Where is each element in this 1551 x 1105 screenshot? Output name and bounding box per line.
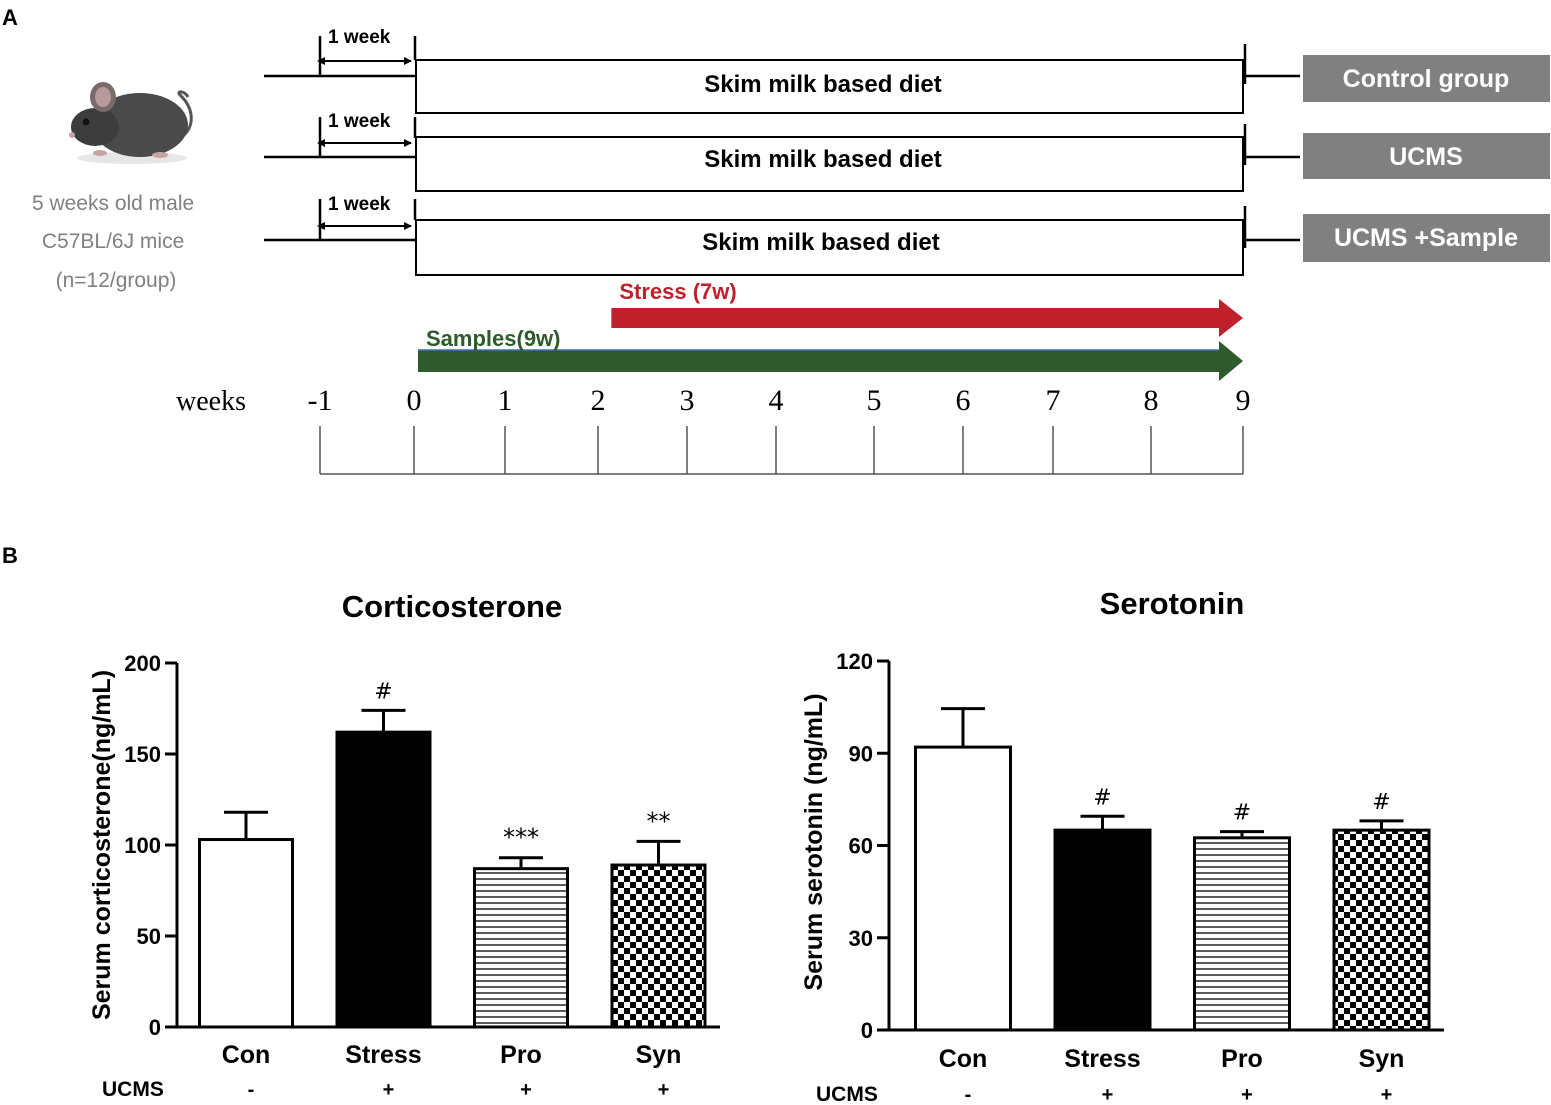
y-tick-label: 100: [124, 833, 161, 858]
ucms-indicator: +: [1241, 1084, 1253, 1105]
x-tick-label: Con: [939, 1045, 988, 1073]
y-tick-label: 30: [849, 926, 873, 951]
timeline-tick-label: 3: [680, 384, 695, 417]
timeline-tick-label: 4: [769, 384, 784, 417]
samples-arrow: Samples(9w): [418, 326, 1243, 381]
ucms-indicator: +: [1381, 1084, 1393, 1105]
samples-arrow-label: Samples(9w): [426, 326, 561, 351]
chart-title: Serotonin: [1100, 586, 1245, 621]
group-tag-label: UCMS +Sample: [1334, 224, 1518, 252]
x-tick-label: Syn: [1359, 1045, 1405, 1073]
significance-mark: **: [647, 807, 671, 835]
bar-stress: [335, 730, 432, 1029]
one-week-label: 1 week: [328, 27, 391, 48]
ucms-indicator: -: [965, 1084, 972, 1105]
group-tag-ucms: [1303, 133, 1550, 179]
group-tag-label: UCMS: [1389, 143, 1463, 171]
bar-syn: [610, 863, 707, 1029]
significance-mark: #: [1233, 801, 1251, 826]
ucms-indicator: +: [383, 1079, 395, 1101]
chart-corticosterone: Corticosterone Serum corticosterone(ng/m…: [88, 589, 720, 1101]
bar-syn: [1332, 828, 1431, 1032]
ucms-indicator: -: [248, 1079, 255, 1101]
ucms-row-label: UCMS: [816, 1083, 878, 1105]
mouse-caption: 5 weeks old male C57BL/6J mice (n=12/gro…: [32, 192, 200, 292]
ucms-row-label: UCMS: [102, 1078, 164, 1101]
diet-box: [415, 59, 1244, 114]
bar-con: [198, 838, 294, 1029]
panel-b-label: B: [2, 543, 18, 568]
panel-a-label: A: [2, 5, 18, 30]
ucms-indicator: +: [658, 1079, 670, 1101]
y-tick-label: 0: [861, 1018, 873, 1043]
x-tick-label: Con: [222, 1041, 271, 1069]
chart-serotonin: Serotonin Serum serotonin (ng/mL) 0 30 60 9…: [800, 586, 1444, 1105]
timeline-tick-label: 5: [867, 384, 882, 417]
y-tick-label: 60: [849, 834, 873, 859]
diet-label: Skim milk based diet: [704, 71, 941, 98]
x-tick-label: Pro: [1221, 1045, 1263, 1073]
x-tick-label: Pro: [500, 1041, 542, 1069]
one-week-label: 1 week: [328, 111, 391, 132]
group-row-ucms-sample: 1 week Skim milk based diet UCMS +Sample: [264, 194, 1550, 276]
stress-arrow: Stress (7w): [611, 279, 1243, 337]
timeline-tick-label: 6: [956, 384, 971, 417]
timeline-tick-label: 2: [591, 384, 606, 417]
one-week-label: 1 week: [328, 194, 391, 215]
x-tick-label: Syn: [636, 1041, 682, 1069]
bar-pro: [473, 867, 569, 1029]
y-tick-label: 200: [124, 651, 161, 676]
mouse-caption-line: 5 weeks old male: [32, 192, 194, 215]
y-tick-label: 90: [849, 741, 873, 766]
stress-arrow-label: Stress (7w): [619, 279, 736, 304]
diet-label: Skim milk based diet: [702, 229, 939, 256]
chart-title: Corticosterone: [342, 589, 562, 624]
timeline-tick-label: 0: [407, 384, 422, 417]
bar-stress: [1053, 828, 1152, 1032]
bar-con: [914, 745, 1012, 1032]
y-tick-label: 0: [149, 1015, 161, 1040]
bar-pro: [1193, 836, 1291, 1032]
group-tag-control: [1303, 55, 1550, 102]
x-tick-label: Stress: [345, 1041, 421, 1069]
mouse-icon: [69, 82, 193, 164]
timeline-tick-label: 9: [1236, 384, 1251, 417]
timeline-tick-label: 1: [498, 384, 513, 417]
diet-box: [415, 219, 1244, 276]
significance-mark: ***: [503, 824, 539, 852]
group-tag-ucms-sample: [1303, 214, 1550, 262]
diet-box: [415, 136, 1244, 192]
timeline: weeks -1 0 1 2 3 4 5 6 7 8 9: [176, 384, 1251, 475]
x-tick-label: Stress: [1064, 1045, 1140, 1073]
significance-mark: #: [1093, 785, 1111, 810]
y-tick-label: 120: [836, 649, 873, 674]
diet-label: Skim milk based diet: [704, 146, 941, 173]
y-axis-label: Serum serotonin (ng/mL): [800, 693, 828, 990]
y-tick-label: 150: [124, 742, 161, 767]
timeline-tick-label: 8: [1144, 384, 1159, 417]
ucms-indicator: +: [520, 1079, 532, 1101]
group-tag-label: Control group: [1343, 65, 1510, 93]
group-row-ucms: 1 week Skim milk based diet UCMS: [264, 111, 1550, 192]
y-tick-label: 50: [137, 924, 161, 949]
timeline-tick-label: -1: [308, 384, 333, 417]
significance-mark: #: [1372, 790, 1390, 815]
ucms-indicator: +: [1102, 1084, 1114, 1105]
timeline-tick-label: 7: [1046, 384, 1061, 417]
y-axis-label: Serum corticosterone(ng/mL): [88, 670, 116, 1020]
mouse-caption-line: (n=12/group): [56, 269, 177, 292]
timeline-axis-label: weeks: [176, 386, 246, 417]
group-row-control: 1 week Skim milk based diet Control grou…: [264, 27, 1550, 114]
significance-mark: #: [374, 679, 392, 704]
mouse-caption-line: C57BL/6J mice: [42, 230, 184, 253]
